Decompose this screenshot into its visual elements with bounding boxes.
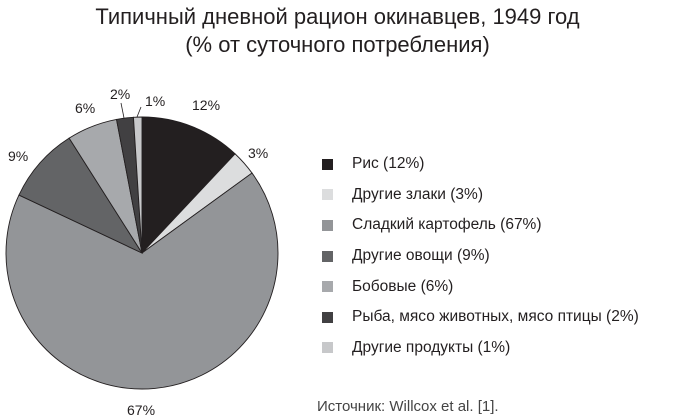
slice-label: 6%: [75, 100, 96, 116]
legend-swatch: [322, 281, 333, 293]
pie-slice: [132, 116, 143, 254]
leader-line: [136, 106, 142, 118]
legend-item: Рыба, мясо животных, мясо птицы (2%): [322, 302, 639, 333]
pie-slice: [5, 172, 279, 390]
slice-label: 2%: [110, 86, 131, 102]
legend-label: Сладкий картофель (67%): [352, 216, 542, 234]
legend-item: Другие злаки (3%): [322, 180, 639, 211]
slice-label: 12%: [192, 97, 221, 113]
leader-lines: [120, 102, 142, 119]
legend-swatch: [322, 158, 333, 170]
legend-label: Рис (12%): [352, 155, 425, 173]
legend-label: Другие злаки (3%): [352, 185, 484, 203]
legend-item: Другие продукты (1%): [322, 333, 639, 364]
legend-swatch: [322, 250, 333, 262]
legend-swatch: [322, 342, 333, 354]
leader-line: [120, 102, 125, 119]
legend: Рис (12%) Другие злаки (3%) Сладкий карт…: [322, 149, 639, 363]
source-note: Источник: Willcox et al. [1].: [317, 398, 499, 415]
legend-swatch: [322, 189, 333, 201]
pie-slice: [141, 116, 236, 255]
slice-label: 1%: [145, 93, 166, 109]
chart-title: Типичный дневной рацион окинавцев, 1949 …: [95, 4, 580, 29]
legend-label: Бобовые (6%): [352, 277, 454, 295]
legend-swatch: [322, 311, 333, 323]
slice-label: 3%: [248, 145, 269, 161]
legend-item: Бобовые (6%): [322, 271, 639, 302]
legend-item: Другие овощи (9%): [322, 241, 639, 272]
legend-label: Другие продукты (1%): [352, 338, 511, 356]
slice-label: 67%: [127, 402, 156, 418]
slice-label: 9%: [8, 148, 29, 164]
legend-item: Сладкий картофель (67%): [322, 210, 639, 241]
pie-slices: [5, 116, 279, 390]
chart-subtitle: (% от суточного потребления): [185, 32, 490, 57]
legend-label: Рыба, мясо животных, мясо птицы (2%): [352, 308, 639, 326]
legend-label: Другие овощи (9%): [352, 247, 490, 265]
legend-swatch: [322, 219, 333, 231]
legend-item: Рис (12%): [322, 149, 639, 180]
